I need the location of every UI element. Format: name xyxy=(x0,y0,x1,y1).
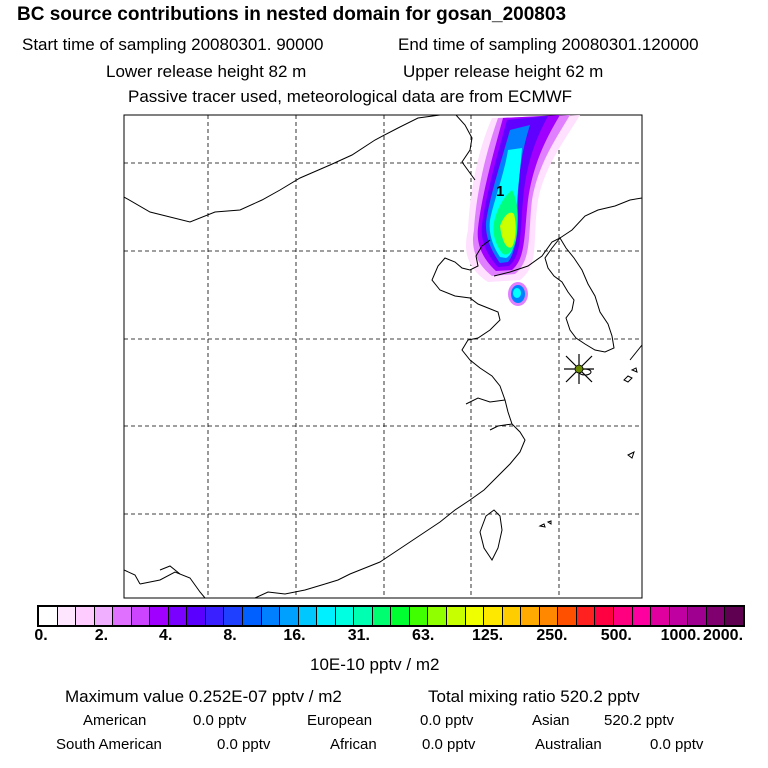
colorbar-tick-label: 31. xyxy=(347,627,370,644)
region-value-african: 0.0 pptv xyxy=(422,736,476,753)
colorbar-segment xyxy=(243,607,262,625)
colorbar-tick-label: 0. xyxy=(34,627,48,644)
region-name-american: American xyxy=(83,712,147,729)
colorbar-tick-label: 250. xyxy=(536,627,568,644)
map-frame xyxy=(123,114,643,599)
point-label: 1 xyxy=(496,183,504,200)
colorbar-segment xyxy=(558,607,577,625)
colorbar-segment xyxy=(409,607,429,625)
colorbar-segment xyxy=(521,607,540,625)
colorbar-segment xyxy=(168,607,188,625)
colorbar-tick-label: 8. xyxy=(223,627,237,644)
region-name-australian: Australian xyxy=(535,736,602,753)
colorbar-tick-label: 125. xyxy=(471,627,504,644)
colorbar-segment xyxy=(539,607,559,625)
region-value-australian: 0.0 pptv xyxy=(650,736,704,753)
colorbar-segment xyxy=(57,607,77,625)
colorbar-segment xyxy=(187,607,206,625)
end-time-label: End time of sampling 20080301.120000 xyxy=(398,35,699,54)
colorbar-segment xyxy=(502,607,522,625)
start-time-label: Start time of sampling 20080301. 90000 xyxy=(22,35,324,54)
colorbar xyxy=(37,605,745,627)
coastlines xyxy=(124,115,642,598)
colorbar-tick-label: 2000. xyxy=(702,627,744,644)
receptor-star-icon xyxy=(564,354,594,384)
colorbar-segment xyxy=(651,607,670,625)
colorbar-segment xyxy=(113,607,132,625)
plume-concentration xyxy=(466,115,580,306)
region-value-asian: 520.2 pptv xyxy=(604,712,675,729)
colorbar-segment xyxy=(428,607,448,625)
colorbar-segment xyxy=(205,607,225,625)
colorbar-tick-label: 1000. xyxy=(660,627,701,644)
colorbar-segment xyxy=(391,607,410,625)
colorbar-unit-label: 10E-10 pptv / m2 xyxy=(310,655,440,674)
colorbar-segment xyxy=(447,607,466,625)
total-mixing-label: Total mixing ratio 520.2 pptv xyxy=(428,687,640,706)
region-name-african: African xyxy=(330,736,377,753)
colorbar-segment xyxy=(465,607,485,625)
chart-title: BC source contributions in nested domain… xyxy=(17,4,567,25)
region-name-european: European xyxy=(307,712,373,729)
colorbar-segment xyxy=(335,607,355,625)
region-name-asian: Asian xyxy=(532,712,570,729)
colorbar-tick-label: 63. xyxy=(412,627,435,644)
colorbar-segment xyxy=(669,607,689,625)
colorbar-segment xyxy=(354,607,373,625)
upper-release-label: Upper release height 62 m xyxy=(403,62,604,81)
colorbar-tick-label: 2. xyxy=(94,627,109,644)
region-value-south-american: 0.0 pptv xyxy=(217,736,271,753)
lower-release-label: Lower release height 82 m xyxy=(106,62,307,81)
colorbar-segment xyxy=(76,607,95,625)
colorbar-tick-label: 500. xyxy=(600,627,632,644)
colorbar-tick-label: 16. xyxy=(283,627,306,644)
colorbar-segment xyxy=(39,607,58,625)
colorbar-tick-label: 4. xyxy=(159,627,173,644)
map-grid xyxy=(124,115,642,598)
region-value-american: 0.0 pptv xyxy=(193,712,247,729)
colorbar-segment xyxy=(706,607,726,625)
colorbar-segment xyxy=(484,607,503,625)
colorbar-segment xyxy=(317,607,336,625)
colorbar-segment xyxy=(372,607,392,625)
colorbar-segment xyxy=(632,607,652,625)
colorbar-segment xyxy=(595,607,614,625)
colorbar-segment xyxy=(280,607,299,625)
colorbar-segment xyxy=(613,607,633,625)
colorbar-segment xyxy=(150,607,169,625)
max-value-label: Maximum value 0.252E-07 pptv / m2 xyxy=(65,687,342,706)
region-name-south-american: South American xyxy=(56,736,162,753)
tracer-note: Passive tracer used, meteorological data… xyxy=(128,87,573,106)
region-value-european: 0.0 pptv xyxy=(420,712,474,729)
colorbar-segment xyxy=(298,607,318,625)
colorbar-segment xyxy=(261,607,281,625)
colorbar-segment xyxy=(725,607,743,625)
colorbar-segment xyxy=(224,607,244,625)
colorbar-segment xyxy=(94,607,114,625)
colorbar-segment xyxy=(131,607,151,625)
colorbar-segment xyxy=(688,607,707,625)
colorbar-segment xyxy=(576,607,596,625)
